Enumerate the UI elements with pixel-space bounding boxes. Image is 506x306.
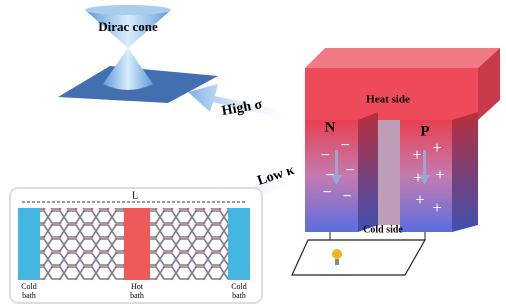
svg-text:−: − [322, 185, 332, 199]
length-label: L [132, 190, 138, 201]
p-label: P [420, 123, 429, 139]
dirac-cone: Dirac cone [58, 5, 218, 103]
bath-label: Hot [131, 282, 144, 291]
heat-side-label: Heat side [366, 94, 410, 106]
svg-text:−: − [340, 138, 350, 152]
cold-side-label: Cold side [363, 224, 403, 235]
svg-text:+: + [432, 141, 442, 155]
n-label: N [325, 119, 336, 135]
svg-text:+: + [432, 201, 442, 215]
bath-label: bath [22, 291, 36, 300]
figure: Dirac cone High σ −−−−−− ++++++ Heat sid… [0, 0, 506, 306]
svg-text:+: + [412, 148, 422, 162]
svg-text:−: − [320, 148, 330, 162]
thermoelectric-device: −−−−−− ++++++ Heat side N P Cold side [292, 48, 500, 275]
svg-text:−: − [342, 189, 352, 203]
svg-text:+: + [415, 193, 425, 207]
bath-label: Cold [21, 282, 37, 291]
bath-label: bath [232, 291, 246, 300]
bath-label: bath [130, 291, 144, 300]
svg-text:+: + [435, 168, 445, 182]
bath-label: Cold [231, 282, 247, 291]
inset: L Cold bath Hot bath Cold bath [10, 188, 262, 303]
svg-text:−: − [345, 163, 355, 177]
dirac-label: Dirac cone [98, 19, 158, 34]
